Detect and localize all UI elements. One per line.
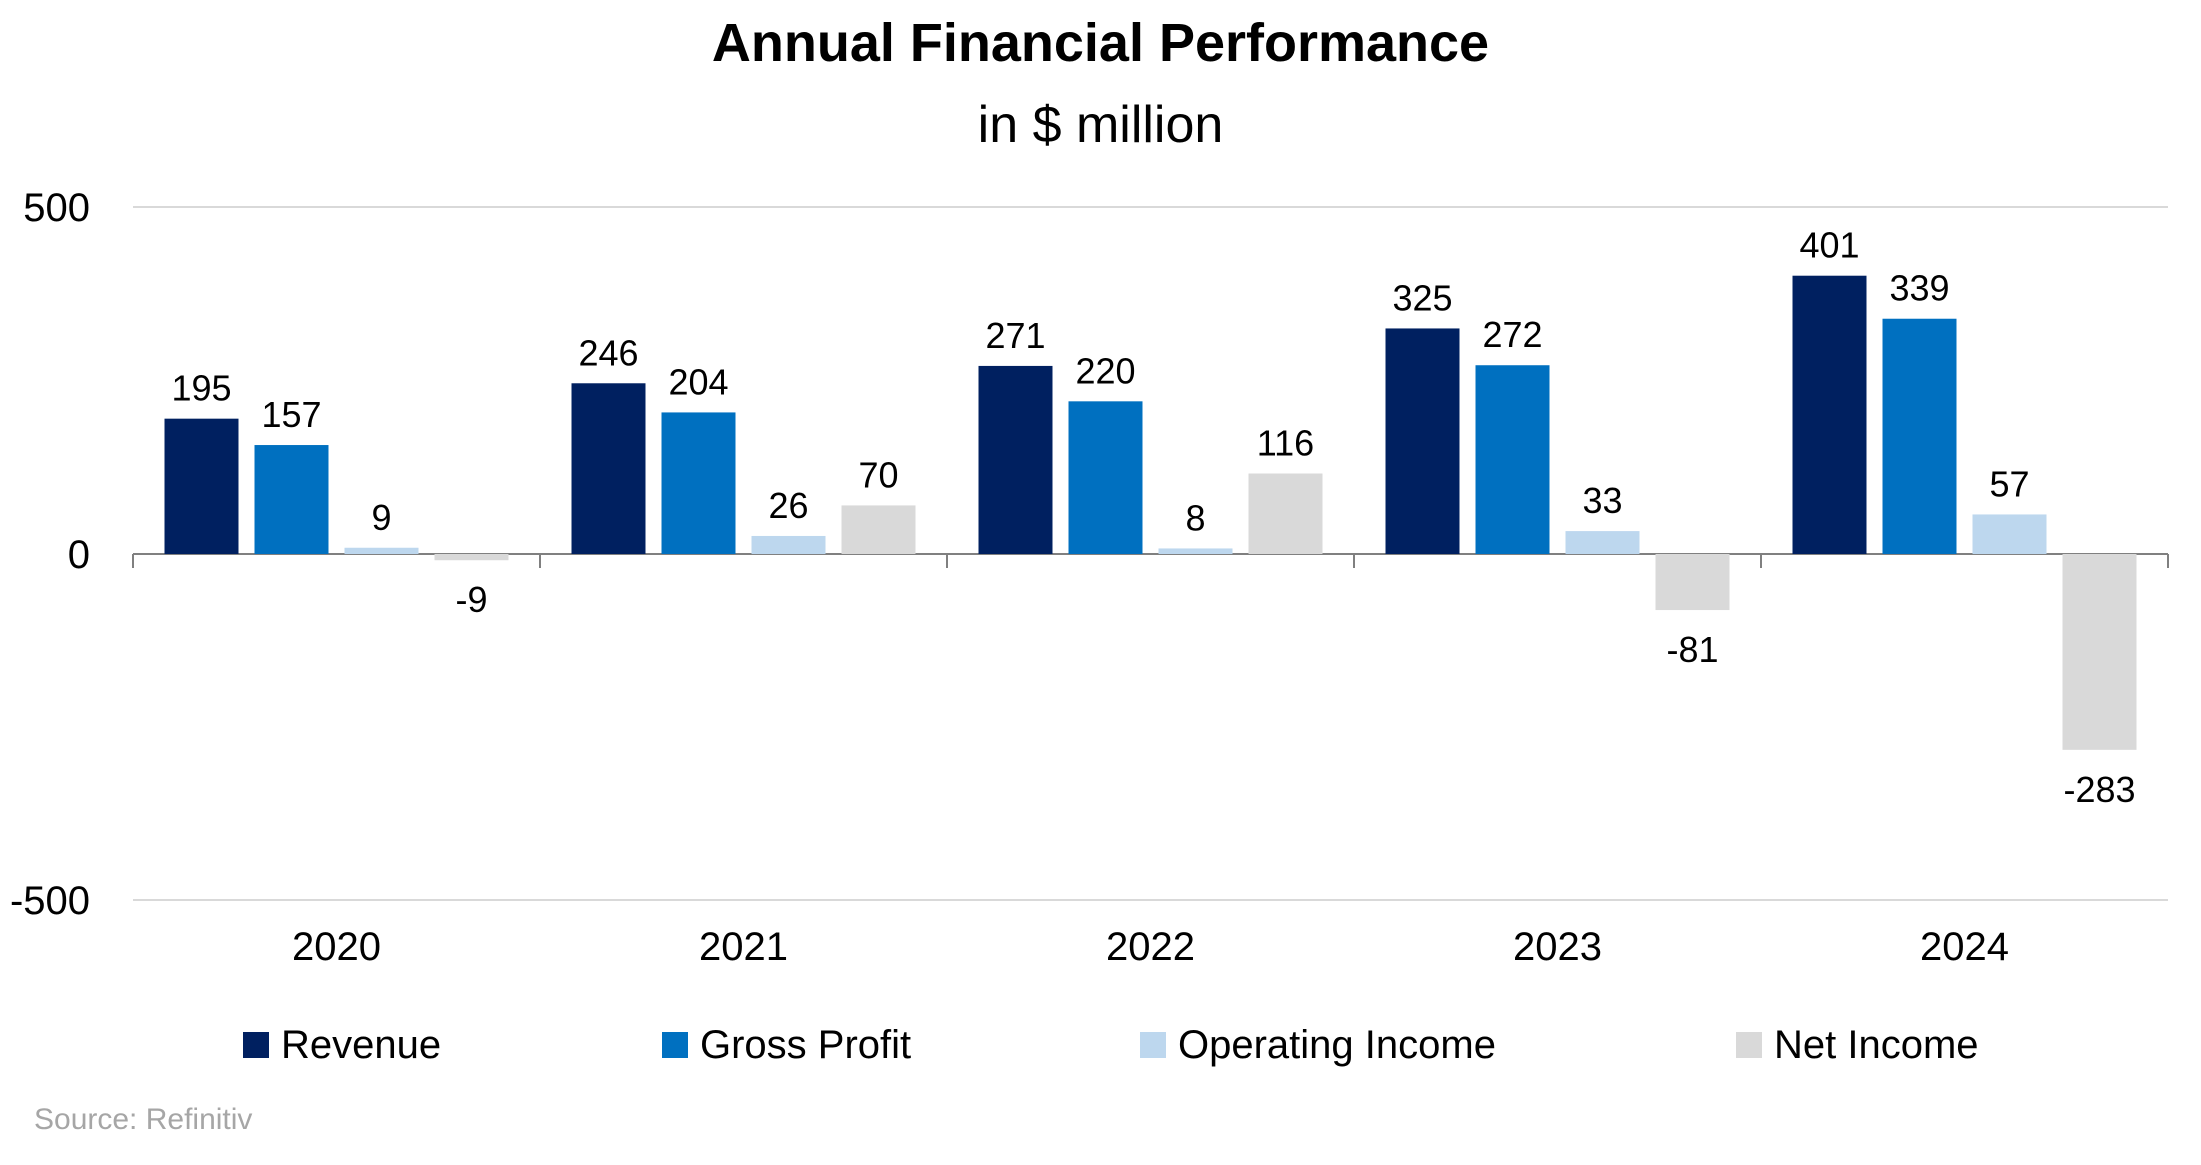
legend-label: Revenue bbox=[281, 1022, 442, 1067]
data-label: 220 bbox=[1075, 350, 1135, 391]
bar bbox=[1565, 531, 1640, 554]
data-label: 70 bbox=[858, 454, 898, 495]
data-label: 9 bbox=[371, 497, 391, 538]
data-label: 26 bbox=[768, 485, 808, 526]
bar bbox=[1158, 548, 1233, 554]
data-label: -9 bbox=[455, 579, 487, 620]
bar bbox=[1248, 473, 1323, 554]
bar bbox=[1655, 554, 1730, 611]
x-tick-label: 2024 bbox=[1920, 925, 2009, 969]
bar bbox=[571, 383, 646, 554]
data-label: 246 bbox=[578, 332, 638, 373]
x-tick-label: 2020 bbox=[292, 925, 381, 969]
data-label: -81 bbox=[1666, 629, 1718, 670]
data-label: 325 bbox=[1392, 277, 1452, 318]
data-label: 57 bbox=[1989, 463, 2029, 504]
legend-item: Gross Profit bbox=[662, 1015, 911, 1075]
legend-swatch bbox=[1736, 1032, 1762, 1058]
data-label: 116 bbox=[1257, 422, 1314, 463]
data-label: 195 bbox=[171, 368, 231, 409]
data-label: 401 bbox=[1799, 225, 1859, 266]
bar bbox=[254, 445, 329, 554]
source-note: Source: Refinitiv bbox=[34, 1103, 253, 1136]
legend-item: Operating Income bbox=[1140, 1015, 1496, 1075]
x-tick-label: 2022 bbox=[1106, 925, 1195, 969]
legend-item: Net Income bbox=[1736, 1015, 1979, 1075]
legend-swatch bbox=[1140, 1032, 1166, 1058]
bar bbox=[1068, 401, 1143, 554]
bar bbox=[841, 505, 916, 554]
bar bbox=[978, 365, 1053, 554]
bar bbox=[1385, 328, 1460, 554]
y-tick-label: 500 bbox=[23, 186, 90, 230]
bar bbox=[2062, 554, 2137, 750]
y-tick-label: -500 bbox=[10, 879, 90, 923]
legend-label: Net Income bbox=[1774, 1022, 1979, 1067]
data-label: 157 bbox=[261, 394, 321, 435]
chart-legend: Revenue Gross Profit Operating Income Net I… bbox=[0, 1015, 2201, 1075]
data-label: 271 bbox=[985, 315, 1045, 356]
x-tick-label: 2021 bbox=[699, 925, 788, 969]
chart-title: Annual Financial Performance bbox=[711, 13, 1490, 73]
legend-swatch bbox=[662, 1032, 688, 1058]
data-label: 272 bbox=[1482, 314, 1542, 355]
bar bbox=[344, 547, 419, 554]
bar bbox=[1882, 318, 1957, 554]
data-label: 8 bbox=[1185, 497, 1205, 538]
legend-swatch bbox=[243, 1032, 269, 1058]
data-label: 33 bbox=[1582, 480, 1622, 521]
legend-item: Revenue bbox=[243, 1015, 441, 1075]
bar bbox=[164, 418, 239, 554]
bar bbox=[751, 535, 826, 554]
legend-label: Gross Profit bbox=[700, 1022, 912, 1067]
y-tick-label: 0 bbox=[68, 533, 90, 577]
bar bbox=[661, 412, 736, 554]
x-tick-label: 2023 bbox=[1513, 925, 1602, 969]
bar bbox=[1475, 365, 1550, 554]
data-label: -283 bbox=[2063, 769, 2135, 810]
bar bbox=[1972, 514, 2047, 554]
bar bbox=[1792, 275, 1867, 554]
chart-subtitle: in $ million bbox=[977, 96, 1224, 154]
legend-label: Operating Income bbox=[1178, 1022, 1496, 1067]
data-label: 204 bbox=[668, 361, 728, 402]
bar bbox=[434, 554, 509, 561]
data-label: 339 bbox=[1889, 268, 1949, 309]
